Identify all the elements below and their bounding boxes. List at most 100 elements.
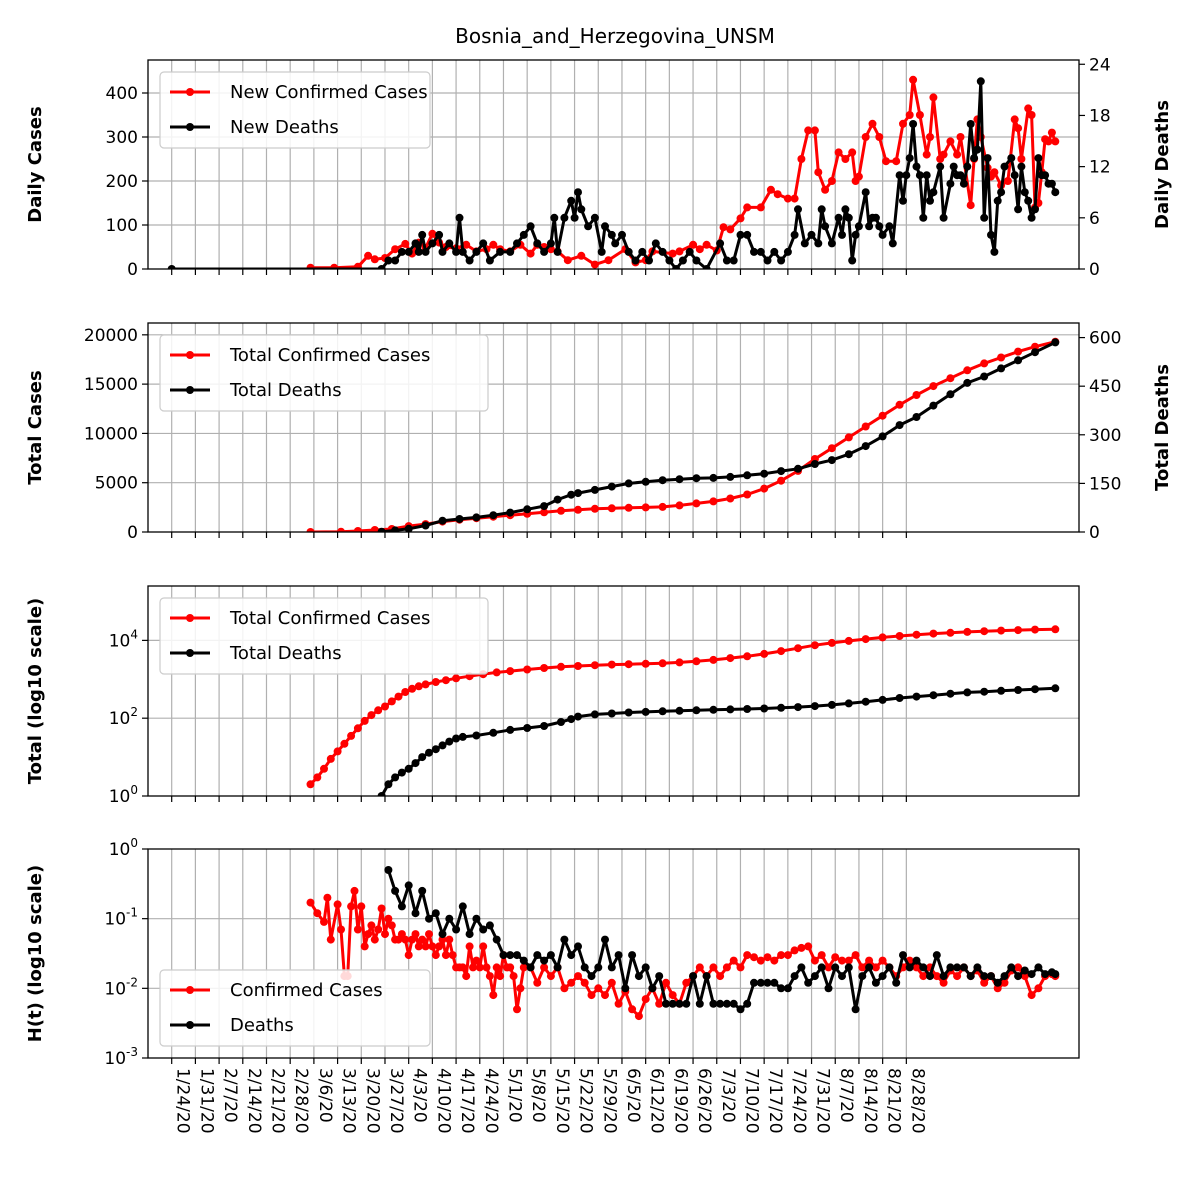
data-point — [567, 490, 576, 499]
data-point — [306, 898, 315, 907]
data-point — [675, 706, 684, 715]
y-axis-label: H(t) (log10 scale) — [25, 865, 46, 1043]
data-point — [987, 230, 995, 239]
data-point — [672, 265, 681, 269]
legend-label: New Deaths — [230, 117, 339, 138]
data-point — [1027, 213, 1036, 222]
data-point — [526, 249, 535, 258]
data-point — [895, 171, 904, 180]
data-point — [760, 484, 769, 493]
data-point — [452, 674, 461, 683]
y-right-tick-label: 18 — [1089, 106, 1111, 126]
data-point — [912, 413, 921, 421]
y-tick-label: 15000 — [84, 375, 138, 395]
data-point — [865, 963, 874, 972]
data-point — [980, 372, 989, 381]
data-point — [590, 661, 599, 670]
data-point — [370, 935, 379, 944]
x-tick-label: 4/10/20 — [433, 1068, 453, 1134]
data-point — [1034, 963, 1043, 972]
legend-label: Total Deaths — [229, 380, 342, 401]
data-point — [841, 205, 850, 214]
data-point — [519, 230, 528, 239]
data-point — [594, 984, 603, 993]
data-point — [601, 222, 609, 231]
data-point — [1000, 972, 1009, 981]
data-point — [844, 213, 853, 222]
data-point — [577, 205, 586, 214]
data-point — [574, 712, 582, 721]
data-point — [1051, 137, 1060, 146]
data-point — [858, 963, 867, 972]
data-point — [719, 223, 728, 232]
data-point — [794, 644, 802, 653]
y-tick-label: 10-2 — [104, 975, 138, 999]
x-tick-label: 2/14/20 — [244, 1068, 264, 1134]
data-point — [868, 119, 877, 128]
data-point — [435, 942, 444, 951]
data-point — [912, 963, 921, 972]
data-point — [668, 249, 677, 258]
data-point — [455, 515, 464, 523]
data-point — [760, 469, 769, 478]
y-right-tick-label: 0 — [1089, 523, 1100, 543]
data-point — [871, 978, 880, 987]
data-point — [939, 150, 948, 159]
data-point — [516, 984, 525, 993]
y-right-tick-label: 0 — [1089, 260, 1100, 280]
series-deaths — [384, 866, 1060, 1014]
data-point — [513, 951, 521, 960]
data-point — [966, 120, 975, 128]
data-point — [722, 256, 731, 265]
data-point — [557, 662, 565, 671]
data-point — [540, 508, 549, 517]
data-point — [1041, 970, 1050, 979]
y-tick-label: 102 — [109, 705, 138, 729]
data-point — [861, 422, 870, 431]
data-point — [604, 256, 613, 265]
data-point — [777, 984, 786, 993]
data-point — [736, 214, 745, 223]
data-point — [492, 935, 501, 944]
data-point — [685, 247, 694, 256]
data-point — [1014, 205, 1023, 214]
data-point — [353, 527, 362, 532]
legend: Total Confirmed Cases Total Deaths — [159, 597, 489, 675]
data-point — [638, 247, 647, 256]
data-point — [970, 154, 979, 163]
data-point — [756, 203, 765, 212]
data-point — [441, 951, 450, 960]
data-point — [367, 921, 376, 930]
data-point — [506, 667, 515, 676]
data-point — [743, 490, 752, 499]
data-point — [438, 935, 447, 944]
data-point — [716, 972, 725, 981]
y-axis-label: Total Cases — [25, 370, 46, 484]
data-point — [932, 972, 941, 981]
data-point — [929, 188, 938, 197]
data-point — [601, 991, 609, 1000]
data-point — [980, 627, 989, 636]
data-point — [939, 978, 948, 987]
data-point — [472, 513, 481, 522]
data-point — [401, 239, 410, 248]
y-right-tick-label: 6 — [1089, 209, 1100, 229]
data-point — [810, 641, 819, 650]
data-point — [905, 963, 914, 972]
x-tick-label: 2/7/20 — [220, 1068, 240, 1123]
data-point — [743, 652, 752, 661]
data-point — [418, 886, 427, 895]
data-point — [946, 963, 955, 972]
data-point — [878, 695, 887, 704]
data-point — [770, 978, 779, 987]
data-point — [425, 914, 433, 923]
data-point — [1047, 179, 1056, 188]
y-tick-label: 20000 — [84, 326, 138, 346]
data-point — [736, 1005, 745, 1014]
data-point — [574, 662, 582, 670]
data-point — [844, 636, 853, 645]
data-point — [973, 145, 982, 154]
data-point — [675, 658, 684, 667]
data-point — [360, 942, 369, 951]
data-point — [485, 256, 494, 265]
